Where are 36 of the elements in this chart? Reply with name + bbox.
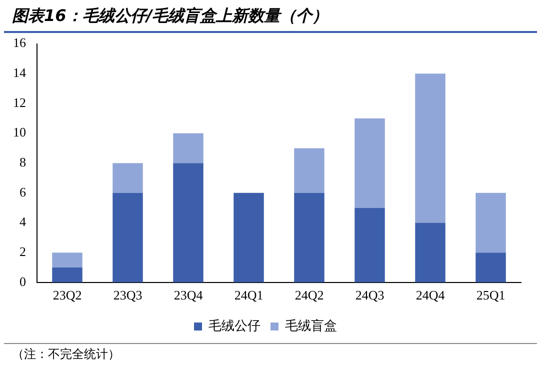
y-tick-label: 10 (13, 124, 26, 140)
bar (234, 192, 264, 282)
bar (354, 118, 385, 208)
y-tick-label: 8 (20, 154, 26, 170)
bar (415, 74, 446, 223)
chart-title: 图表16：毛绒公仔/毛绒盲盒上新数量（个） (4, 0, 537, 33)
x-tick-label: 25Q1 (476, 288, 506, 303)
text: （注：不完全统计） (4, 343, 537, 365)
bar (294, 192, 324, 282)
x-tick-label: 23Q4 (174, 288, 204, 303)
bar (294, 148, 324, 193)
bar (52, 267, 82, 282)
y-tick-label: 6 (20, 184, 26, 200)
legend-label: 毛绒公仔 (208, 318, 260, 334)
y-tick-label: 2 (20, 244, 26, 259)
y-tick-label: 12 (13, 94, 26, 110)
bar (52, 252, 82, 268)
y-tick-label: 4 (20, 214, 26, 230)
bar (112, 163, 143, 193)
y-tick-label: 16 (13, 35, 26, 50)
bar (112, 192, 143, 282)
bar (173, 163, 204, 282)
x-tick-label: 24Q3 (355, 288, 384, 303)
x-tick-label: 24Q2 (294, 288, 324, 303)
bar (354, 208, 385, 282)
bar (476, 192, 506, 253)
y-tick-label: 14 (13, 65, 26, 80)
y-tick-label: 0 (20, 274, 26, 289)
legend-label: 毛绒盲盒 (285, 318, 337, 334)
x-tick-label: 23Q2 (52, 288, 82, 303)
x-tick-label: 24Q1 (234, 288, 264, 303)
bar (173, 133, 204, 164)
x-tick-label: 23Q3 (113, 288, 142, 303)
bar (415, 222, 446, 282)
x-tick-label: 24Q4 (416, 288, 446, 303)
bar (476, 252, 506, 282)
